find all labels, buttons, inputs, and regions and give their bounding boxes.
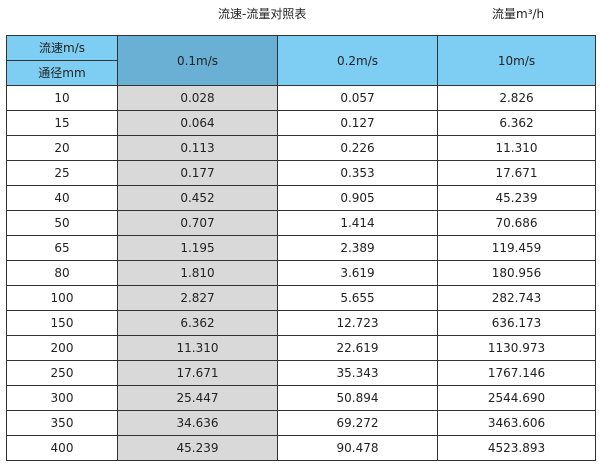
column-header-0.1: 0.1m/s — [117, 35, 278, 86]
flow-value-cell: 22.619 — [277, 335, 438, 361]
diameter-cell: 80 — [6, 260, 118, 286]
header-row-2: 通径mm — [6, 60, 596, 86]
flow-value-cell: 2.826 — [437, 85, 596, 111]
flow-value-cell: 282.743 — [437, 285, 596, 311]
diameter-cell: 350 — [6, 410, 118, 436]
diameter-cell: 250 — [6, 360, 118, 386]
flow-value-cell: 5.655 — [277, 285, 438, 311]
table-row: 20 0.113 0.226 11.310 — [6, 135, 596, 161]
flow-value-cell: 1.414 — [277, 210, 438, 236]
column-header-0.2: 0.2m/s — [277, 35, 438, 86]
diameter-cell: 150 — [6, 310, 118, 336]
table-row: 40 0.452 0.905 45.239 — [6, 185, 596, 211]
flow-value-cell: 45.239 — [117, 435, 278, 461]
flow-value-cell: 11.310 — [117, 335, 278, 361]
velocity-header: 流速m/s — [6, 35, 118, 61]
flow-table: 流速m/s 0.1m/s 0.2m/s 10m/s 通径mm 10 0.028 0.… — [6, 35, 596, 461]
table-row: 50 0.707 1.414 70.686 — [6, 210, 596, 236]
flow-value-cell: 11.310 — [437, 135, 596, 161]
flow-value-cell: 0.057 — [277, 85, 438, 111]
flow-value-cell: 0.707 — [117, 210, 278, 236]
diameter-cell: 40 — [6, 185, 118, 211]
table-row: 200 11.310 22.619 1130.973 — [6, 335, 596, 361]
flow-value-cell: 1.810 — [117, 260, 278, 286]
flow-value-cell: 35.343 — [277, 360, 438, 386]
table-row: 65 1.195 2.389 119.459 — [6, 235, 596, 261]
flow-value-cell: 45.239 — [437, 185, 596, 211]
flow-value-cell: 69.272 — [277, 410, 438, 436]
flow-value-cell: 2544.690 — [437, 385, 596, 411]
table-row: 300 25.447 50.894 2544.690 — [6, 385, 596, 411]
flow-value-cell: 0.353 — [277, 160, 438, 186]
diameter-cell: 50 — [6, 210, 118, 236]
table-row: 100 2.827 5.655 282.743 — [6, 285, 596, 311]
flow-value-cell: 2.389 — [277, 235, 438, 261]
flow-value-cell: 4523.893 — [437, 435, 596, 461]
flow-value-cell: 17.671 — [437, 160, 596, 186]
table-row: 350 34.636 69.272 3463.606 — [6, 410, 596, 436]
diameter-cell: 200 — [6, 335, 118, 361]
flow-value-cell: 34.636 — [117, 410, 278, 436]
unit-label: 流量m³/h — [492, 7, 545, 21]
flow-value-cell: 0.028 — [117, 85, 278, 111]
diameter-cell: 25 — [6, 160, 118, 186]
table-row: 25 0.177 0.353 17.671 — [6, 160, 596, 186]
diameter-cell: 65 — [6, 235, 118, 261]
flow-value-cell: 0.127 — [277, 110, 438, 136]
flow-value-cell: 1.195 — [117, 235, 278, 261]
diameter-cell: 300 — [6, 385, 118, 411]
flow-value-cell: 70.686 — [437, 210, 596, 236]
table-row: 250 17.671 35.343 1767.146 — [6, 360, 596, 386]
flow-value-cell: 119.459 — [437, 235, 596, 261]
diameter-cell: 15 — [6, 110, 118, 136]
table-title: 流速-流量对照表 — [218, 7, 307, 21]
table-row: 10 0.028 0.057 2.826 — [6, 85, 596, 111]
flow-value-cell: 180.956 — [437, 260, 596, 286]
diameter-cell: 20 — [6, 135, 118, 161]
diameter-header: 通径mm — [6, 60, 118, 86]
table-row: 150 6.362 12.723 636.173 — [6, 310, 596, 336]
flow-value-cell: 3.619 — [277, 260, 438, 286]
flow-value-cell: 25.447 — [117, 385, 278, 411]
flow-value-cell: 90.478 — [277, 435, 438, 461]
table-row: 400 45.239 90.478 4523.893 — [6, 435, 596, 461]
flow-value-cell: 2.827 — [117, 285, 278, 311]
flow-value-cell: 0.113 — [117, 135, 278, 161]
flow-value-cell: 3463.606 — [437, 410, 596, 436]
flow-value-cell: 1767.146 — [437, 360, 596, 386]
flow-value-cell: 17.671 — [117, 360, 278, 386]
table-row: 15 0.064 0.127 6.362 — [6, 110, 596, 136]
flow-value-cell: 12.723 — [277, 310, 438, 336]
flow-value-cell: 0.452 — [117, 185, 278, 211]
diameter-cell: 100 — [6, 285, 118, 311]
flow-value-cell: 0.177 — [117, 160, 278, 186]
header-row: 流速m/s 0.1m/s 0.2m/s 10m/s — [6, 35, 596, 86]
table-row: 80 1.810 3.619 180.956 — [6, 260, 596, 286]
flow-value-cell: 1130.973 — [437, 335, 596, 361]
flow-value-cell: 0.905 — [277, 185, 438, 211]
diameter-cell: 10 — [6, 85, 118, 111]
column-header-10: 10m/s — [437, 35, 596, 86]
flow-value-cell: 0.226 — [277, 135, 438, 161]
flow-value-cell: 50.894 — [277, 385, 438, 411]
diameter-cell: 400 — [6, 435, 118, 461]
flow-value-cell: 6.362 — [437, 110, 596, 136]
flow-value-cell: 6.362 — [117, 310, 278, 336]
flow-value-cell: 0.064 — [117, 110, 278, 136]
flow-value-cell: 636.173 — [437, 310, 596, 336]
